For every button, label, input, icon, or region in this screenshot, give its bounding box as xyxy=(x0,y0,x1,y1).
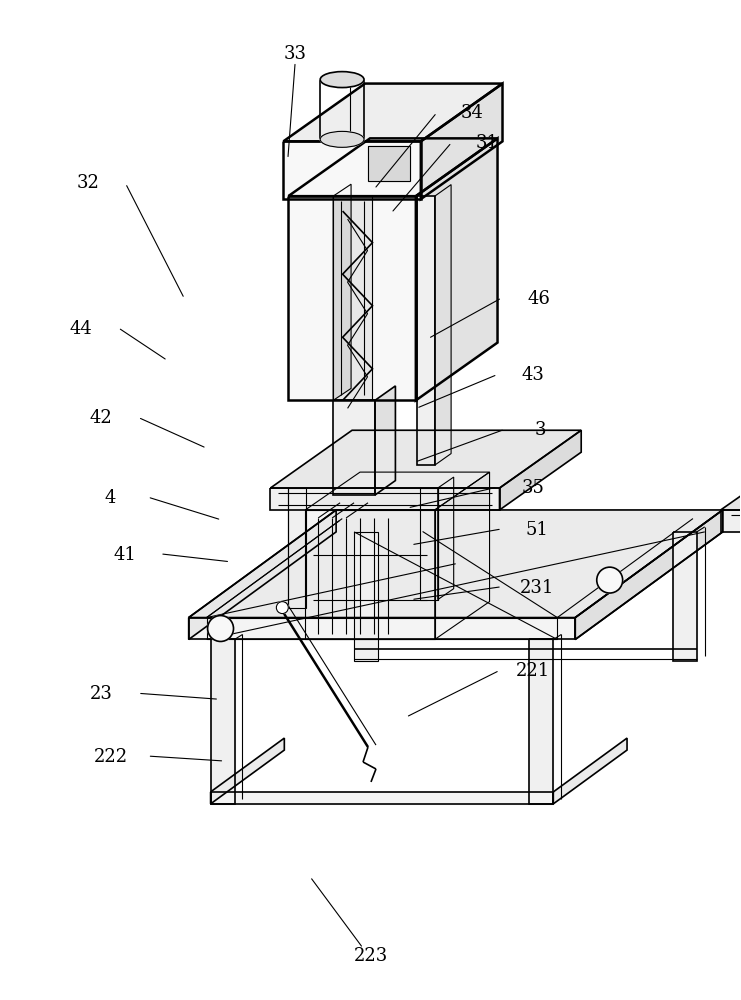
Polygon shape xyxy=(417,196,435,465)
Polygon shape xyxy=(375,386,396,495)
Polygon shape xyxy=(189,510,336,639)
Text: 23: 23 xyxy=(90,685,113,703)
Polygon shape xyxy=(333,196,372,400)
Polygon shape xyxy=(288,196,416,400)
Polygon shape xyxy=(575,510,722,639)
Polygon shape xyxy=(673,532,697,661)
Polygon shape xyxy=(438,477,453,600)
Polygon shape xyxy=(210,639,234,804)
Polygon shape xyxy=(721,510,741,532)
Text: 4: 4 xyxy=(105,489,116,507)
Text: 221: 221 xyxy=(516,662,550,680)
Text: 231: 231 xyxy=(519,579,554,597)
Polygon shape xyxy=(421,84,502,199)
Polygon shape xyxy=(189,618,575,639)
Text: 33: 33 xyxy=(284,45,307,63)
Polygon shape xyxy=(210,792,554,804)
Polygon shape xyxy=(554,738,627,804)
Polygon shape xyxy=(270,430,581,488)
Polygon shape xyxy=(288,138,497,196)
Polygon shape xyxy=(270,488,499,510)
Polygon shape xyxy=(529,639,554,804)
Text: 41: 41 xyxy=(114,546,137,564)
Polygon shape xyxy=(305,472,490,510)
Text: 223: 223 xyxy=(353,947,388,965)
Text: 3: 3 xyxy=(534,421,546,439)
Text: 43: 43 xyxy=(522,366,545,384)
Text: 44: 44 xyxy=(70,320,93,338)
Polygon shape xyxy=(420,488,438,600)
Text: 35: 35 xyxy=(522,479,545,497)
Text: 31: 31 xyxy=(476,134,499,152)
Text: 32: 32 xyxy=(77,174,100,192)
Text: 46: 46 xyxy=(528,290,551,308)
Text: 51: 51 xyxy=(525,521,548,539)
Polygon shape xyxy=(288,488,306,608)
Ellipse shape xyxy=(597,567,622,593)
Polygon shape xyxy=(283,84,502,141)
Polygon shape xyxy=(575,510,722,639)
Ellipse shape xyxy=(207,616,233,641)
Polygon shape xyxy=(435,185,451,465)
Polygon shape xyxy=(354,532,378,661)
Polygon shape xyxy=(333,184,351,400)
Text: 42: 42 xyxy=(90,409,113,427)
Polygon shape xyxy=(368,146,410,181)
Ellipse shape xyxy=(320,72,364,88)
Text: 222: 222 xyxy=(93,748,127,766)
Text: 34: 34 xyxy=(461,104,484,122)
Polygon shape xyxy=(435,472,490,639)
Polygon shape xyxy=(499,430,581,510)
Polygon shape xyxy=(283,141,421,199)
Ellipse shape xyxy=(276,602,288,614)
Polygon shape xyxy=(210,738,285,804)
Polygon shape xyxy=(416,138,497,400)
Polygon shape xyxy=(721,496,741,510)
Ellipse shape xyxy=(320,131,364,147)
Polygon shape xyxy=(189,510,722,618)
Polygon shape xyxy=(305,510,435,639)
Polygon shape xyxy=(333,400,375,495)
